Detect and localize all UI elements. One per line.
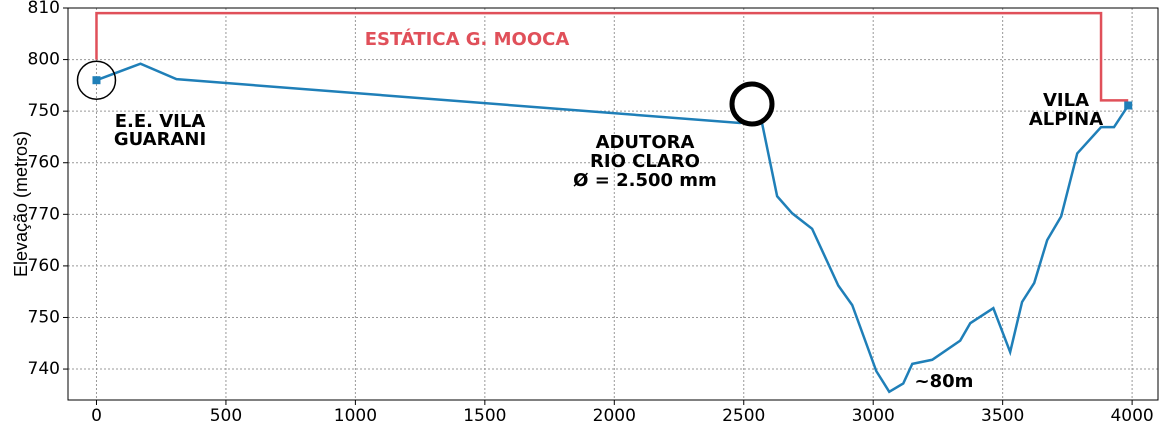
series-line xyxy=(95,11,1129,102)
x-tick-label: 0 xyxy=(91,406,102,426)
x-tick-label: 4000 xyxy=(1110,406,1153,426)
annotation: ALPINA xyxy=(1029,109,1103,130)
y-tick-label: 740 xyxy=(28,359,60,379)
y-axis-label: Elevação (metros) xyxy=(11,131,31,277)
annotation: ~80m xyxy=(915,371,974,392)
y-tick-label: 770 xyxy=(28,204,60,224)
x-tick-label: 2000 xyxy=(593,406,636,426)
x-tick-label: 3000 xyxy=(852,406,895,426)
x-tick-label: 3500 xyxy=(981,406,1024,426)
annotation: RIO CLARO xyxy=(590,151,700,172)
y-tick-label: 810 xyxy=(28,0,60,18)
endpoint xyxy=(1124,101,1133,110)
marker-circle xyxy=(76,60,117,100)
y-tick-label: 750 xyxy=(28,307,60,327)
plot: 810 800 750 760 770 760 750 740 0 500 1000 1500 2000… xyxy=(28,0,1159,426)
x-tick-label: 1500 xyxy=(463,406,506,426)
annotation: Ø = 2.500 mm xyxy=(573,170,717,191)
y-tick-label: 800 xyxy=(28,50,60,70)
y-tick-label: 760 xyxy=(28,153,60,173)
annotation: ESTÁTICA G. MOOCA xyxy=(365,28,570,50)
x-tick-label: 1000 xyxy=(334,406,377,426)
annotation: E.E. VILA xyxy=(115,111,206,132)
y-tick-label: 760 xyxy=(28,256,60,276)
marker-circle xyxy=(729,81,775,127)
x-tick-label: 500 xyxy=(210,406,242,426)
x-tick-label: 2500 xyxy=(722,406,765,426)
annotation: ADUTORA xyxy=(596,132,695,153)
plot-frame xyxy=(67,7,1159,401)
series-line xyxy=(96,62,1130,394)
annotation: VILA xyxy=(1043,90,1089,111)
endpoint xyxy=(92,76,101,85)
y-tick-label: 750 xyxy=(28,101,60,121)
annotation: GUARANI xyxy=(114,129,206,150)
